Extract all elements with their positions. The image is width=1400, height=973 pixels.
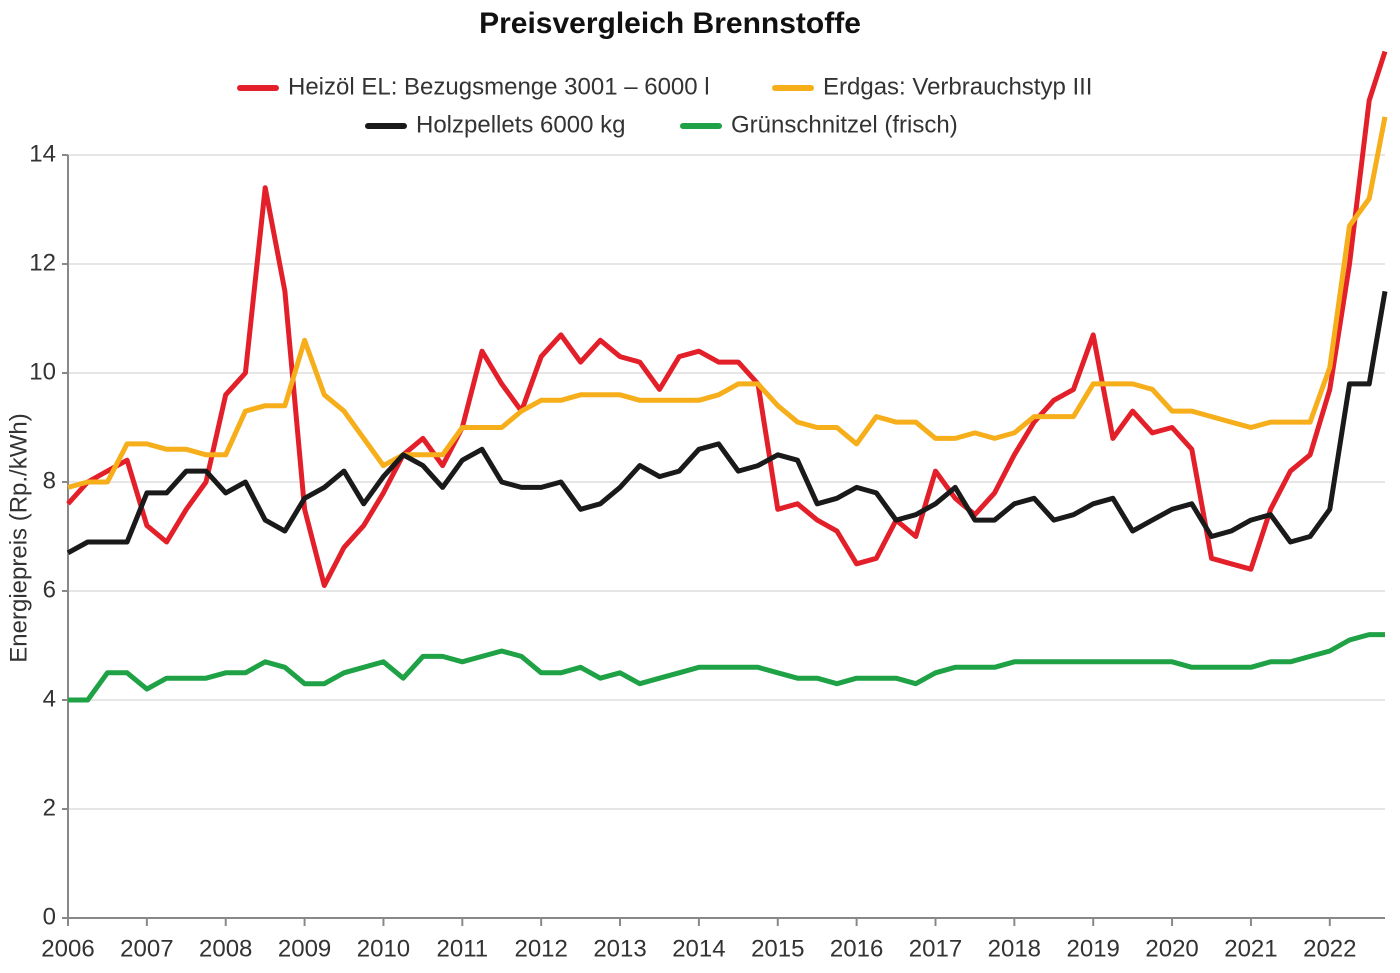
y-tick-label: 10 — [29, 358, 56, 385]
y-tick-label: 12 — [29, 249, 56, 276]
y-tick-label: 2 — [43, 794, 56, 821]
x-tick-label: 2007 — [120, 935, 173, 962]
series-line — [66, 290, 1388, 555]
x-tick-label: 2017 — [909, 935, 962, 962]
x-tick-label: 2012 — [514, 935, 567, 962]
series-line — [68, 632, 1385, 703]
x-tick-label: 2006 — [41, 935, 94, 962]
series-line — [67, 116, 1388, 490]
y-tick-label: 4 — [43, 685, 56, 712]
x-tick-label: 2018 — [988, 935, 1041, 962]
x-tick-label: 2008 — [199, 935, 252, 962]
x-tick-label: 2019 — [1067, 935, 1120, 962]
y-tick-label: 14 — [29, 140, 56, 167]
legend-label: Holzpellets 6000 kg — [416, 111, 625, 138]
y-tick-label: 6 — [43, 576, 56, 603]
x-tick-label: 2011 — [437, 935, 489, 962]
y-tick-label: 8 — [43, 467, 56, 494]
series-line — [66, 50, 1388, 588]
x-tick-label: 2022 — [1303, 935, 1356, 962]
x-tick-label: 2010 — [357, 935, 410, 962]
legend-label: Heizöl EL: Bezugsmenge 3001 – 6000 l — [288, 73, 710, 100]
x-tick-label: 2013 — [593, 935, 646, 962]
legend-label: Grünschnitzel (frisch) — [731, 111, 958, 138]
chart-title: Preisvergleich Brennstoffe — [479, 7, 861, 40]
x-tick-label: 2020 — [1145, 935, 1198, 962]
x-tick-label: 2009 — [278, 935, 331, 962]
y-axis-label: Energiepreis (Rp./kWh) — [5, 413, 32, 662]
x-tick-label: 2015 — [751, 935, 804, 962]
x-tick-label: 2016 — [830, 935, 883, 962]
x-tick-label: 2021 — [1224, 935, 1277, 962]
x-tick-label: 2014 — [672, 935, 725, 962]
y-tick-label: 0 — [43, 903, 56, 930]
legend-label: Erdgas: Verbrauchstyp III — [823, 73, 1092, 100]
